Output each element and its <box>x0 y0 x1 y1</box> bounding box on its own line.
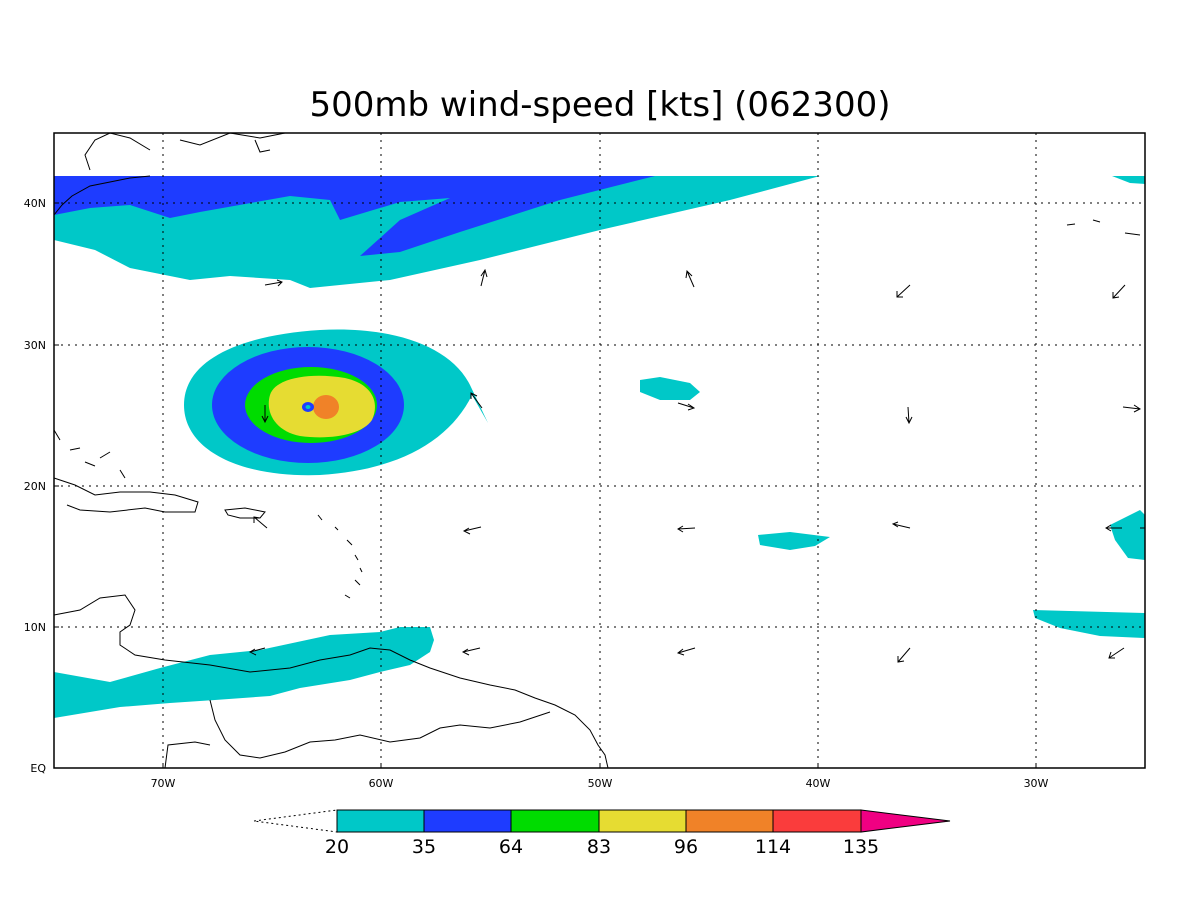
tick-marks <box>54 202 1037 768</box>
wind-arrow <box>685 269 695 288</box>
colorbar-label: 64 <box>499 836 523 858</box>
coastlines <box>53 132 1141 769</box>
wind-arrow <box>480 268 488 287</box>
y-tick-label: 20N <box>24 480 46 493</box>
wind-shading <box>54 176 1145 718</box>
coastline-lesser-antilles <box>317 514 363 599</box>
cyclone-96kt-core <box>313 395 339 419</box>
colorbar-swatch <box>772 809 862 833</box>
map-title: 500mb wind-speed [kts] (062300) <box>310 85 891 125</box>
wind-arrow <box>1105 524 1145 532</box>
coastline-north-america <box>53 132 286 216</box>
colorbar-swatch <box>423 809 512 833</box>
wind-arrow <box>676 647 696 656</box>
colorbar-label: 135 <box>843 836 879 858</box>
colorbar-label: 20 <box>325 836 349 858</box>
y-tick-label: 40N <box>24 197 46 210</box>
coastline-south-america <box>53 594 609 769</box>
wind-vectors <box>248 268 1145 663</box>
cyan-patch-southeast <box>1033 610 1145 638</box>
colorbar-label: 114 <box>755 836 791 858</box>
colorbar-swatch <box>598 809 687 833</box>
grid <box>54 133 1145 768</box>
y-axis-labels: EQ 10N 20N 30N 40N <box>24 197 47 775</box>
wind-arrow <box>470 392 483 409</box>
y-tick-label: EQ <box>30 762 46 775</box>
wind-arrow <box>897 647 911 663</box>
southern-20kt-band <box>54 627 434 718</box>
wind-arrow <box>461 647 481 656</box>
colorbar-left-arrow <box>253 809 338 833</box>
colorbar-swatch <box>510 809 600 833</box>
wind-arrow <box>253 516 268 529</box>
colorbar-label: 96 <box>674 836 698 858</box>
x-tick-label: 60W <box>369 777 394 790</box>
x-tick-label: 40W <box>806 777 831 790</box>
wind-arrow <box>896 284 911 298</box>
coastline-islands-northeast <box>1066 219 1141 236</box>
wind-arrow <box>462 526 482 535</box>
wind-arrow <box>1108 647 1125 659</box>
cyclone-eye-center <box>305 405 311 409</box>
wind-arrow <box>677 525 696 533</box>
colorbar-swatch <box>685 809 774 833</box>
coastline-greater-antilles <box>53 477 266 519</box>
x-tick-label: 70W <box>151 777 176 790</box>
cyan-patch-central <box>640 377 700 400</box>
colorbar-right-arrow <box>860 809 951 833</box>
y-tick-label: 10N <box>24 621 46 634</box>
coastline-bahamas <box>53 429 126 479</box>
wind-arrow <box>1122 404 1141 413</box>
wind-arrow <box>891 521 911 529</box>
colorbar-label: 83 <box>587 836 611 858</box>
x-axis-labels: 70W 60W 50W 40W 30W <box>151 777 1049 790</box>
colorbar-swatch <box>336 809 425 833</box>
wind-arrow <box>677 402 696 411</box>
colorbar-label: 35 <box>412 836 436 858</box>
wind-arrow <box>248 647 266 656</box>
y-tick-label: 30N <box>24 339 46 352</box>
cyclone-shading <box>184 329 488 476</box>
jet-35kt-area <box>54 176 655 256</box>
cyan-patch-east <box>1110 510 1145 560</box>
wind-arrow <box>905 406 913 425</box>
wind-arrow <box>1112 284 1126 299</box>
x-tick-label: 30W <box>1024 777 1049 790</box>
cyan-patch-south-central <box>758 532 830 550</box>
wind-arrow <box>264 279 283 287</box>
x-tick-label: 50W <box>588 777 613 790</box>
wind-arrow <box>261 405 269 424</box>
colorbar: 20 35 64 83 96 114 135 <box>253 809 951 858</box>
cyan-patch-ne <box>1112 176 1145 184</box>
